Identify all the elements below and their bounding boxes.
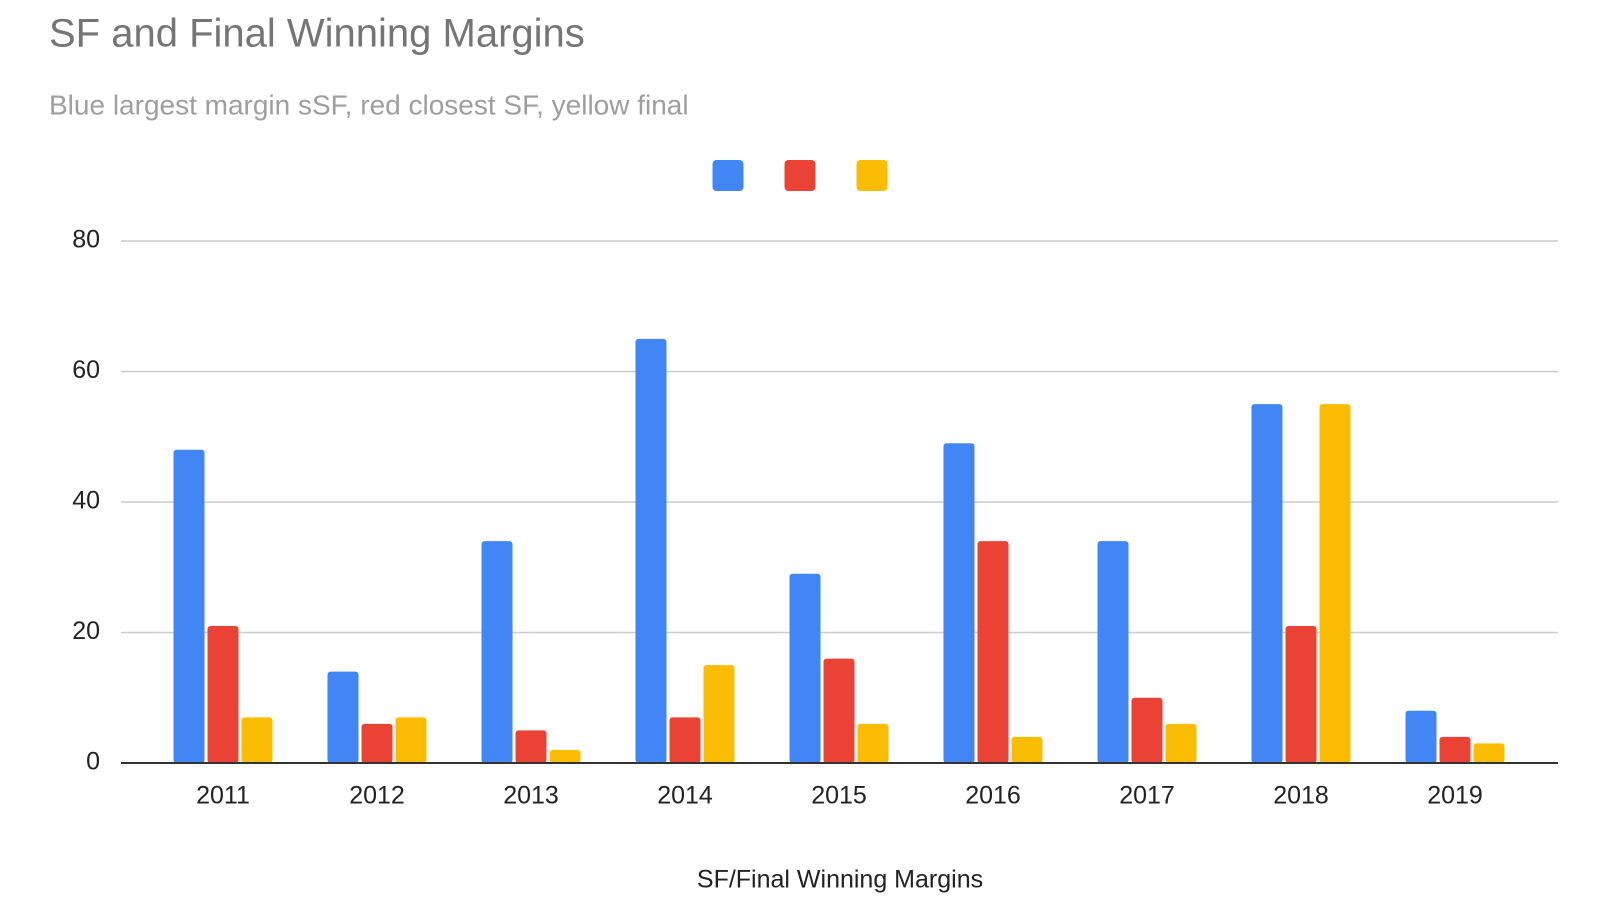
bar xyxy=(1285,625,1317,763)
x-tick-label: 2017 xyxy=(1119,782,1175,810)
legend-swatch xyxy=(784,160,816,191)
bar xyxy=(241,717,273,763)
bar xyxy=(207,625,239,763)
y-tick-label: 40 xyxy=(72,487,100,515)
chart-subtitle: Blue largest margin sSF, red closest SF,… xyxy=(49,89,689,120)
bar xyxy=(703,665,735,763)
bar xyxy=(977,541,1009,763)
bar xyxy=(1131,697,1163,763)
bar xyxy=(669,717,701,763)
y-tick-label: 80 xyxy=(72,226,100,254)
y-tick-label: 20 xyxy=(72,617,100,645)
legend-swatch xyxy=(856,160,888,191)
bar xyxy=(1439,736,1471,763)
bar xyxy=(481,541,513,763)
x-tick-label: 2013 xyxy=(503,782,559,810)
y-tick-label: 60 xyxy=(72,356,100,384)
bar xyxy=(549,749,581,763)
bar xyxy=(361,723,393,763)
bar xyxy=(395,717,427,763)
bar xyxy=(789,573,821,763)
y-tick-label: 0 xyxy=(86,748,100,776)
bar xyxy=(1165,723,1197,763)
x-tick-label: 2012 xyxy=(349,782,405,810)
bar xyxy=(635,338,667,763)
bar xyxy=(515,730,547,763)
bar xyxy=(943,443,975,763)
bar xyxy=(173,449,205,763)
x-tick-label: 2015 xyxy=(811,782,867,810)
bar xyxy=(1405,710,1437,763)
bar xyxy=(857,723,889,763)
x-tick-label: 2019 xyxy=(1427,782,1483,810)
legend-swatch xyxy=(712,160,744,191)
x-tick-label: 2018 xyxy=(1273,782,1329,810)
bar xyxy=(823,658,855,763)
chart-title: SF and Final Winning Margins xyxy=(49,12,585,56)
bar xyxy=(1473,743,1505,763)
bar xyxy=(1011,736,1043,763)
bar xyxy=(1097,541,1129,763)
x-tick-label: 2016 xyxy=(965,782,1021,810)
x-axis-title: SF/Final Winning Margins xyxy=(697,866,983,894)
bar xyxy=(327,671,359,763)
bar xyxy=(1251,404,1283,763)
bar xyxy=(1319,404,1351,763)
x-tick-label: 2014 xyxy=(657,782,713,810)
x-tick-label: 2011 xyxy=(196,782,250,810)
